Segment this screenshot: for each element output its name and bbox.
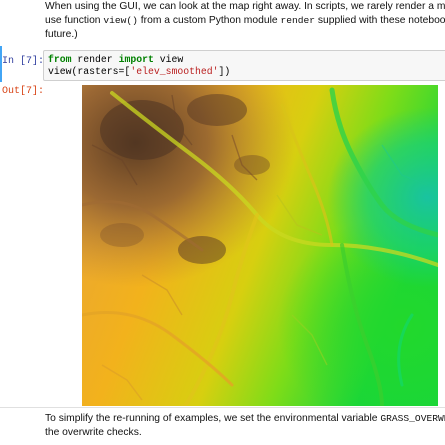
import-name: view bbox=[153, 54, 184, 65]
inline-code: GRASS_OVERWRITE bbox=[380, 413, 445, 424]
md-text: supplied with these notebooks. (T bbox=[317, 15, 445, 26]
elevation-map-image bbox=[82, 85, 438, 406]
md-text: To simplify the re-running of examples, … bbox=[45, 413, 381, 424]
md-line: the overwrite checks. bbox=[45, 427, 142, 438]
md-line: To simplify the re-running of examples, … bbox=[45, 412, 445, 426]
code-line: view(rasters=['elev_smoothed']) bbox=[48, 66, 445, 78]
string-literal: 'elev_smoothed' bbox=[130, 66, 219, 77]
call-suffix: ]) bbox=[218, 66, 231, 77]
keyword: import bbox=[118, 54, 154, 65]
md-line: future.) bbox=[45, 29, 78, 40]
input-prompt: In [7]: bbox=[2, 56, 45, 67]
keyword: from bbox=[48, 54, 72, 65]
markdown-cell-top: When using the GUI, we can look at the m… bbox=[45, 0, 445, 42]
md-line: use function view() from a custom Python… bbox=[45, 14, 445, 28]
md-text: from a custom Python module bbox=[137, 15, 281, 26]
output-prompt: Out[7]: bbox=[2, 86, 45, 97]
module-name: render bbox=[71, 54, 119, 65]
inline-code: view() bbox=[103, 15, 138, 26]
call-prefix: view(rasters=[ bbox=[48, 66, 131, 77]
code-cell-editor[interactable]: from render import view view(rasters=['e… bbox=[43, 50, 445, 81]
output-area bbox=[82, 85, 438, 406]
cell-divider bbox=[0, 407, 445, 408]
md-text: use function bbox=[45, 15, 104, 26]
md-line: When using the GUI, we can look at the m… bbox=[45, 1, 445, 12]
cell-selection-bar bbox=[0, 46, 2, 82]
inline-code: render bbox=[280, 15, 315, 26]
markdown-cell-bottom: To simplify the re-running of examples, … bbox=[45, 412, 445, 440]
code-line: from render import view bbox=[48, 54, 445, 66]
